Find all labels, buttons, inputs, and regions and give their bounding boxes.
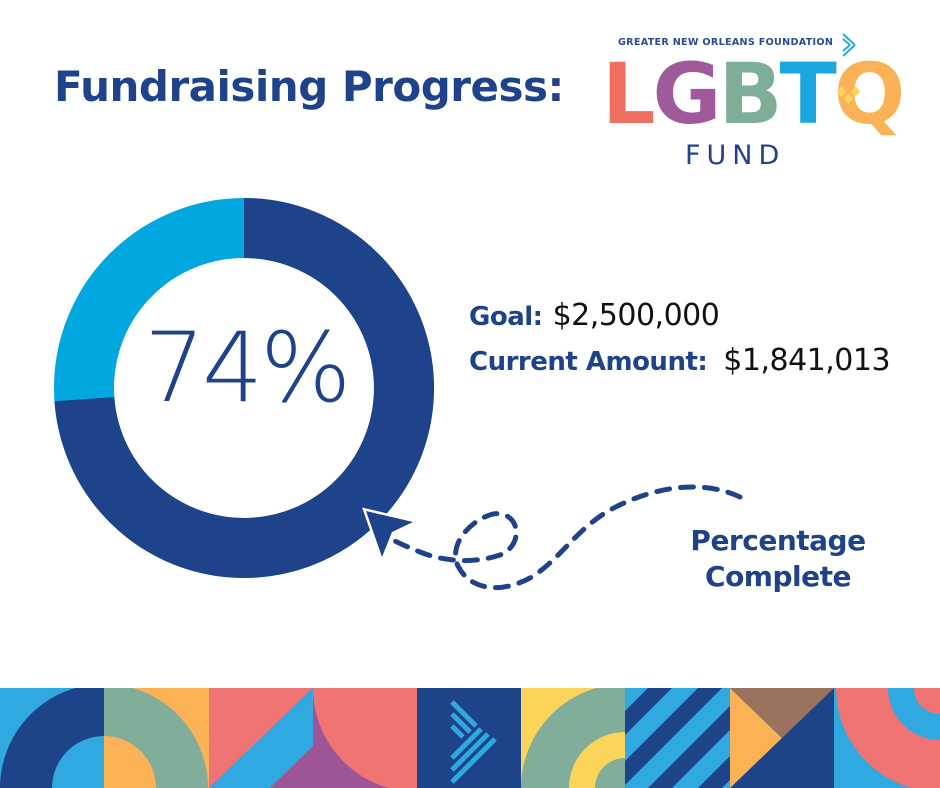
fund-subtitle: FUND — [685, 140, 786, 171]
caption-line-2: Complete — [705, 560, 851, 593]
logo-letter-g: G — [652, 45, 722, 143]
banner-tile-1 — [0, 688, 104, 788]
progress-donut-chart — [54, 198, 743, 591]
banner-tile-5 — [417, 688, 521, 788]
banner-tile-3 — [209, 688, 313, 788]
current-amount-value: $1,841,013 — [723, 343, 891, 378]
logo-letter-q: Q — [833, 45, 905, 143]
decorative-pattern-banner — [0, 688, 940, 788]
banner-tile-7 — [625, 688, 730, 788]
logo-letter-b: B — [718, 45, 782, 143]
banner-tile-6 — [521, 688, 625, 788]
dashed-arrow-path — [379, 484, 743, 591]
logo-letter-l: L — [602, 45, 656, 143]
banner-tile-2 — [104, 688, 209, 788]
goal-row: Goal: $2,500,000 — [469, 298, 720, 333]
raised-segment — [54, 198, 435, 578]
goal-label: Goal: — [469, 302, 543, 332]
lgbtq-fund-logo: GREATER NEW ORLEANS FOUNDATION LGBTQ FUN… — [596, 30, 905, 175]
banner-tile-9 — [834, 688, 940, 788]
caption-line-1: Percentage — [690, 524, 866, 557]
arrowhead-icon — [362, 507, 421, 565]
page-title: Fundraising Progress: — [54, 62, 564, 111]
goal-value: $2,500,000 — [552, 298, 720, 333]
current-amount-label: Current Amount: — [469, 347, 708, 377]
banner-tile-8 — [730, 688, 834, 788]
lgbtq-wordmark: LGBTQ — [602, 45, 905, 143]
diamond-heart-icon — [836, 86, 861, 104]
percent-complete-value: 74% — [144, 312, 351, 424]
foundation-name: GREATER NEW ORLEANS FOUNDATION — [618, 37, 834, 48]
percentage-complete-caption: Percentage Complete — [666, 523, 890, 595]
chevron-arrow-icon — [842, 33, 856, 57]
logo-letter-t: T — [779, 45, 837, 143]
banner-tile-4 — [313, 688, 417, 788]
current-amount-row: Current Amount: $1,841,013 — [469, 343, 891, 378]
